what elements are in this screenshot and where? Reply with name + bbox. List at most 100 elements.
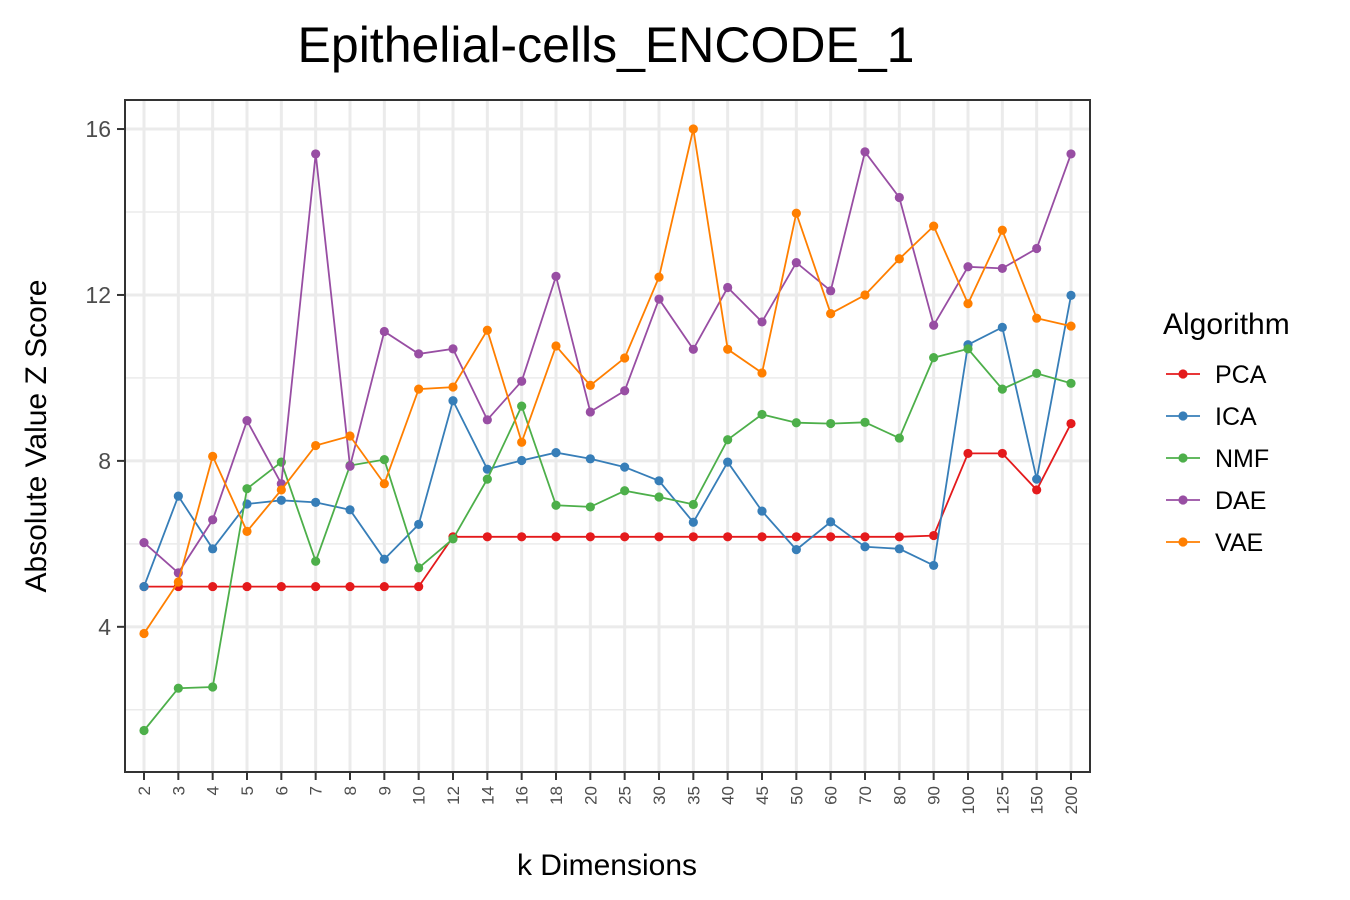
series-dae	[139, 147, 1076, 578]
data-point-ica	[620, 462, 630, 472]
data-point-pca	[242, 581, 252, 592]
data-point-dae	[311, 149, 321, 159]
series-line-vae	[143, 128, 1072, 634]
data-point-pca	[860, 532, 870, 542]
x-tick-label: 14	[478, 786, 497, 805]
data-point-dae	[414, 349, 424, 359]
data-point-ica	[517, 455, 527, 466]
data-point-dae	[688, 344, 698, 354]
data-point-dae	[379, 326, 389, 337]
data-point-vae	[1066, 321, 1076, 331]
legend-key-point	[1178, 411, 1188, 421]
data-point-vae	[791, 208, 801, 218]
data-point-pca	[757, 532, 767, 542]
data-point-dae	[929, 320, 939, 330]
data-point-ica	[723, 457, 733, 467]
data-point-vae	[826, 309, 836, 319]
data-point-nmf	[791, 418, 801, 428]
data-point-dae	[139, 538, 149, 548]
data-point-nmf	[448, 534, 458, 544]
data-point-pca	[1066, 418, 1076, 429]
data-point-dae	[517, 376, 527, 386]
data-point-dae	[208, 515, 218, 525]
data-point-vae	[414, 384, 424, 394]
legend-label: NMF	[1215, 445, 1269, 473]
x-tick-label: 125	[993, 786, 1012, 814]
data-point-nmf	[997, 384, 1007, 394]
x-tick-label: 90	[925, 786, 944, 805]
data-point-vae	[208, 451, 218, 461]
data-point-vae	[757, 368, 767, 378]
x-tick-label: 25	[616, 786, 635, 805]
data-point-pca	[517, 532, 527, 542]
data-point-nmf	[379, 455, 389, 465]
data-point-vae	[1032, 313, 1042, 323]
x-tick-label: 50	[787, 786, 806, 805]
data-point-nmf	[311, 556, 321, 566]
data-point-vae	[551, 341, 561, 351]
data-point-nmf	[826, 418, 836, 429]
data-point-dae	[1032, 243, 1042, 254]
data-point-dae	[757, 317, 767, 327]
x-tick-label: 200	[1062, 786, 1081, 814]
data-point-pca	[276, 581, 286, 592]
data-point-vae	[688, 124, 698, 134]
data-point-ica	[929, 560, 939, 571]
data-point-vae	[963, 299, 973, 309]
legend-item-vae: VAE	[1166, 529, 1263, 557]
data-point-ica	[414, 519, 424, 529]
data-point-pca	[620, 532, 630, 542]
data-point-vae	[997, 225, 1007, 235]
data-point-vae	[585, 380, 595, 390]
y-tick-label: 12	[85, 282, 111, 308]
series-layer	[139, 124, 1076, 736]
data-point-dae	[1066, 149, 1076, 159]
legend-item-ica: ICA	[1166, 403, 1257, 431]
data-point-pca	[894, 532, 904, 542]
legend-label: VAE	[1215, 529, 1263, 557]
data-point-nmf	[551, 500, 561, 510]
data-point-pca	[551, 532, 561, 542]
data-point-dae	[723, 282, 733, 293]
data-point-pca	[482, 532, 492, 542]
x-axis-title: k Dimensions	[517, 849, 697, 882]
data-point-ica	[345, 505, 355, 515]
data-point-ica	[551, 447, 561, 458]
series-vae	[139, 124, 1076, 639]
legend-label: ICA	[1215, 403, 1257, 431]
series-nmf	[139, 344, 1076, 736]
data-point-nmf	[963, 344, 973, 354]
data-point-pca	[997, 448, 1007, 459]
series-ica	[139, 290, 1076, 592]
data-point-pca	[585, 532, 595, 542]
data-point-vae	[723, 344, 733, 354]
y-tick-label: 8	[98, 448, 111, 474]
data-point-nmf	[860, 417, 870, 427]
data-point-pca	[311, 581, 321, 592]
x-tick-label: 35	[684, 786, 703, 805]
y-tick-label: 16	[85, 116, 111, 142]
data-point-dae	[826, 286, 836, 296]
x-tick-label: 5	[238, 786, 257, 795]
data-point-ica	[139, 581, 149, 592]
x-tick-label: 4	[204, 786, 223, 795]
data-point-pca	[1032, 485, 1042, 495]
data-point-nmf	[894, 433, 904, 443]
legend-key-point	[1178, 495, 1188, 505]
data-point-dae	[345, 461, 355, 471]
data-point-nmf	[414, 563, 424, 573]
data-point-dae	[448, 344, 458, 354]
data-point-pca	[345, 581, 355, 592]
data-point-nmf	[620, 486, 630, 496]
series-line-ica	[143, 295, 1072, 587]
x-tick-label: 9	[375, 786, 394, 795]
y-axis-title: Absolute Value Z Score	[20, 280, 53, 593]
data-point-pca	[826, 532, 836, 542]
data-point-nmf	[482, 474, 492, 484]
data-point-nmf	[208, 682, 218, 692]
data-point-nmf	[242, 484, 252, 494]
data-point-pca	[688, 532, 698, 542]
x-tick-label: 80	[890, 786, 909, 805]
data-point-ica	[757, 506, 767, 516]
data-point-nmf	[139, 725, 149, 736]
